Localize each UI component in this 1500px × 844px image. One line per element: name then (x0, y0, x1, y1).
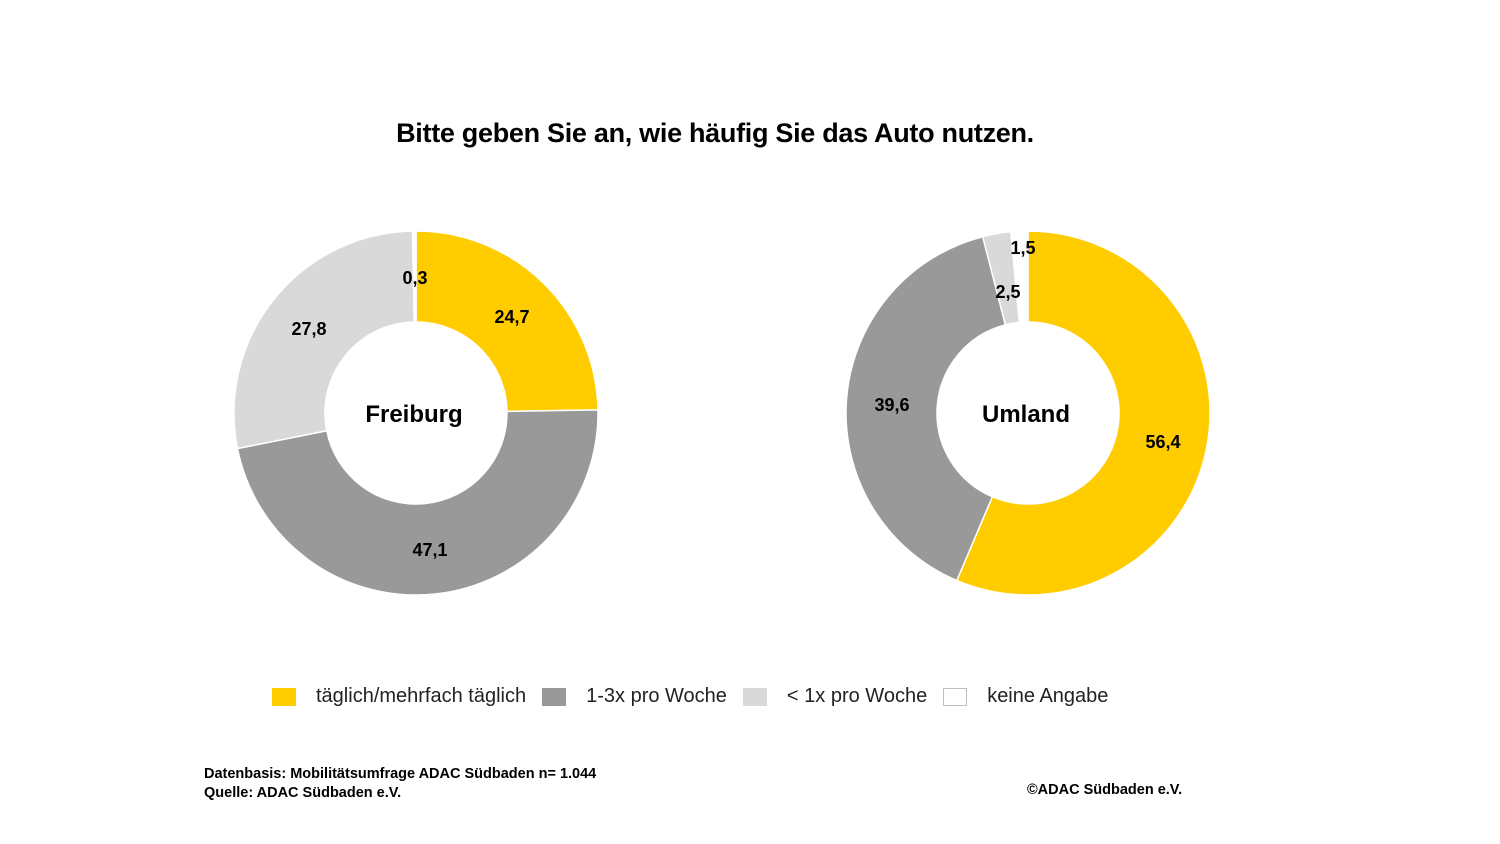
footer-source: Datenbasis: Mobilitätsumfrage ADAC Südba… (204, 765, 596, 803)
data-label-umland-2: 2,5 (995, 282, 1020, 302)
footer-copyright: ©ADAC Südbaden e.V. (1027, 782, 1183, 798)
data-label-freiburg-0: 24,7 (494, 307, 529, 327)
data-label-freiburg-2: 27,8 (291, 319, 326, 339)
legend-label-selten: < 1x pro Woche (786, 685, 928, 707)
footer-datenbasis: Datenbasis: Mobilitätsumfrage ADAC Südba… (204, 766, 597, 782)
legend-swatch-selten (742, 687, 767, 706)
legend-swatch-taeglich (272, 687, 296, 706)
slice-freiburg-1-3x-pro-woche (236, 409, 599, 596)
slice-umland-t-glich-mehrfach-t-glich (955, 230, 1211, 596)
slice-umland-keine-angabe (1010, 230, 1029, 324)
legend-item-selten: < 1x pro Woche (742, 685, 928, 708)
slice-freiburg-1x-pro-woche (233, 230, 416, 450)
legend-label-taeglich: täglich/mehrfach täglich (316, 685, 527, 707)
legend: täglich/mehrfach täglich 1-3x pro Woche … (272, 685, 1124, 708)
donut-center-label-umland: Umland (982, 401, 1070, 428)
chart-title: Bitte geben Sie an, wie häufig Sie das A… (396, 118, 1034, 148)
legend-swatch-woche (542, 687, 567, 706)
slice-umland-1-3x-pro-woche (845, 235, 1007, 582)
data-label-umland-1: 39,6 (874, 395, 909, 415)
data-label-umland-3: 1,5 (1010, 238, 1035, 258)
legend-item-woche: 1-3x pro Woche (542, 685, 727, 708)
data-label-umland-0: 56,4 (1145, 432, 1180, 452)
legend-label-woche: 1-3x pro Woche (586, 685, 727, 707)
legend-item-taeglich: täglich/mehrfach täglich (272, 685, 526, 708)
slice-freiburg-t-glich-mehrfach-t-glich (415, 230, 599, 413)
legend-label-keine-angabe: keine Angabe (987, 685, 1109, 707)
donut-center-label-freiburg: Freiburg (365, 401, 462, 428)
slice-freiburg-keine-angabe (411, 230, 417, 323)
data-label-freiburg-3: 0,3 (402, 268, 427, 288)
legend-swatch-keine-angabe (943, 687, 968, 706)
footer-quelle: Quelle: ADAC Südbaden e.V. (204, 785, 402, 801)
data-label-freiburg-1: 47,1 (412, 540, 447, 560)
legend-item-keine-angabe: keine Angabe (943, 685, 1108, 708)
